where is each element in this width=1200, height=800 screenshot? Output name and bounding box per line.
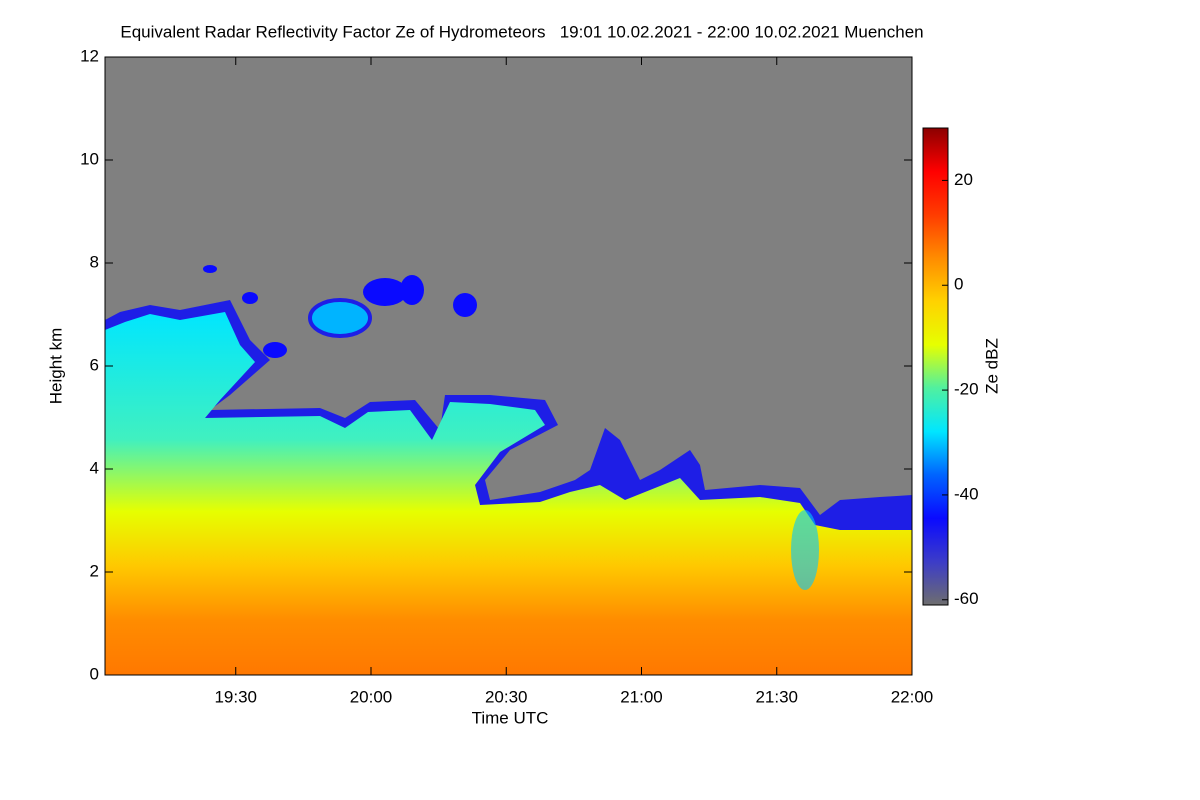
- echo-streak: [791, 510, 819, 590]
- y-tick-label: 6: [90, 355, 99, 374]
- x-tick-label: 21:30: [755, 687, 798, 706]
- y-tick-label: 4: [90, 458, 99, 477]
- colorbar-tick-label: -20: [954, 380, 979, 399]
- colorbar: [922, 127, 949, 606]
- chart-title: Equivalent Radar Reflectivity Factor Ze …: [120, 22, 923, 41]
- echo-cell: [242, 292, 258, 304]
- y-tick-label: 0: [90, 664, 99, 683]
- y-tick-label: 10: [80, 149, 99, 168]
- echo-cell: [363, 278, 407, 306]
- echo-cell: [263, 342, 287, 358]
- y-tick-label: 2: [90, 561, 99, 580]
- x-tick-label: 20:00: [350, 687, 393, 706]
- x-tick-label: 22:00: [891, 687, 934, 706]
- colorbar-tick-label: 20: [954, 170, 973, 189]
- colorbar-tick-label: -60: [954, 589, 979, 608]
- echo-cell: [308, 298, 372, 338]
- x-tick-label: 20:30: [485, 687, 528, 706]
- heatmap: [105, 57, 912, 675]
- colorbar-tick-label: -40: [954, 484, 979, 503]
- echo-cell: [400, 275, 424, 305]
- echo-cell: [203, 265, 217, 273]
- x-axis-label: Time UTC: [472, 708, 549, 727]
- colorbar-label: Ze dBZ: [982, 338, 1001, 394]
- y-tick-label: 12: [80, 46, 99, 65]
- x-tick-label: 19:30: [214, 687, 257, 706]
- echo-core: [105, 312, 912, 675]
- echo-cell: [453, 293, 477, 317]
- y-axis-label: Height km: [46, 328, 65, 405]
- colorbar-tick-label: 0: [954, 275, 963, 294]
- y-tick-label: 8: [90, 252, 99, 271]
- x-tick-label: 21:00: [620, 687, 663, 706]
